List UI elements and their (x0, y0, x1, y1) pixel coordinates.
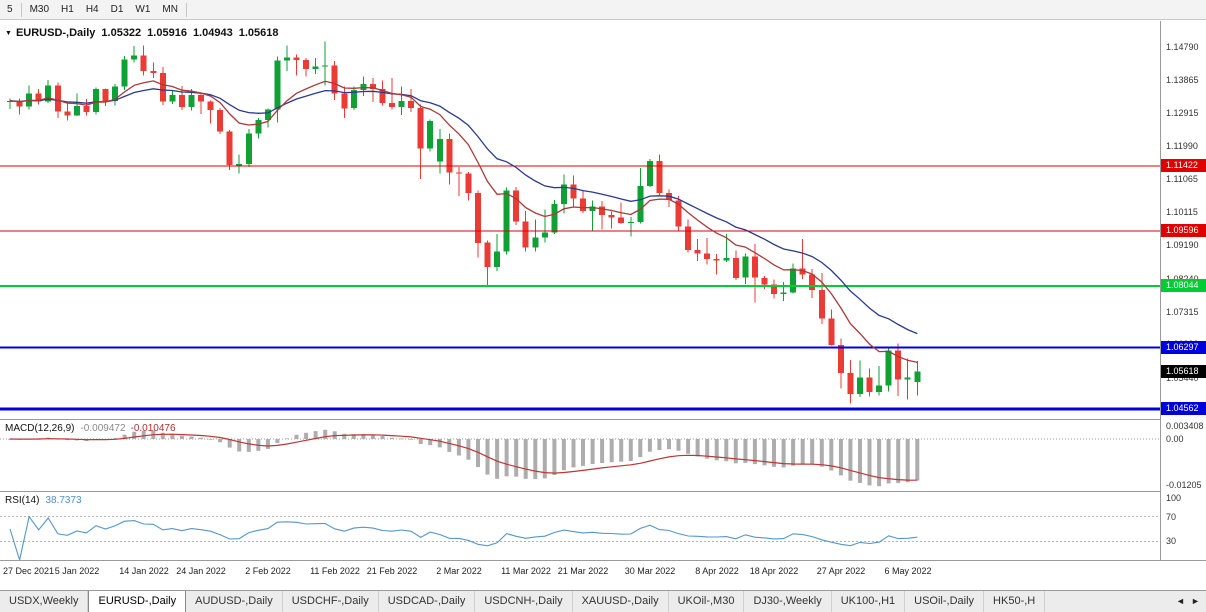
level-price-tag: 1.08044 (1161, 279, 1206, 292)
ohlc-open: 1.05322 (101, 27, 142, 39)
tabs-scroll-right-button[interactable]: ► (1191, 596, 1200, 606)
rsi-indicator-chart[interactable] (0, 492, 1160, 560)
price-axis-label: 1.11065 (1166, 174, 1198, 184)
chart-tab-eurusd-daily[interactable]: EURUSD-,Daily (88, 591, 187, 612)
chart-tab-usdcnh-daily[interactable]: USDCNH-,Daily (475, 591, 573, 612)
price-axis-label: 1.13865 (1166, 75, 1199, 85)
date-axis-label: 5 Jan 2022 (54, 566, 100, 576)
tabs-scroll-left-button[interactable]: ◄ (1176, 596, 1185, 606)
chart-tab-uk100-h1[interactable]: UK100-,H1 (831, 591, 906, 612)
price-axis-label: 1.14790 (1166, 42, 1199, 52)
price-axis-label: 1.07315 (1166, 307, 1199, 317)
date-axis[interactable]: 27 Dec 2021 5 Jan 2022 14 Jan 2022 24 Jan 2… (0, 561, 1160, 590)
rsi-axis-label: 30 (1166, 536, 1177, 546)
date-axis-label: 18 Apr 2022 (749, 566, 799, 576)
current-price-tag: 1.05618 (1161, 365, 1206, 378)
chart-tab-usdx-weekly[interactable]: USDX,Weekly (0, 591, 89, 612)
toolbar-separator (20, 2, 22, 17)
ohlc-low: 1.04943 (192, 27, 233, 39)
date-axis-label: 11 Mar 2022 (501, 566, 551, 576)
date-axis-label: 11 Feb 2022 (310, 566, 360, 576)
chart-tab-ukoil-m30[interactable]: UKOil-,M30 (668, 591, 745, 612)
ma-fast-line (9, 80, 918, 364)
timeframe-toolbar: 5 M30 H1 H4 D1 W1 MN (0, 0, 1206, 20)
chart-title: ▼ EURUSD-,Daily 1.05322 1.05916 1.04943 … (5, 27, 278, 39)
timeframe-button-mn[interactable]: MN (162, 3, 178, 15)
ohlc-high: 1.05916 (147, 27, 187, 39)
ohlc-close: 1.05618 (238, 27, 279, 39)
chart-tab-usdchf-daily[interactable]: USDCHF-,Daily (282, 591, 379, 612)
price-axis-label: 1.05440 (1166, 373, 1199, 383)
rsi-label: RSI(14) 38.7373 (5, 495, 82, 506)
date-axis-label: 24 Jan 2022 (176, 566, 226, 576)
macd-signal-line (9, 433, 918, 481)
chart-tab-xauusd-daily[interactable]: XAUUSD-,Daily (572, 591, 669, 612)
date-axis-label: 21 Feb 2022 (366, 566, 418, 576)
macd-axis-label: 0.003408 (1166, 421, 1204, 431)
timeframe-button-h4[interactable]: H4 (85, 3, 99, 15)
macd-label: MACD(12,26,9) -0.009472 -0.010476 (5, 423, 176, 434)
level-price-tag: 1.04562 (1161, 402, 1206, 415)
date-axis-label: 21 Mar 2022 (557, 566, 609, 576)
macd-axis-label: 0.00 (1166, 434, 1184, 444)
chart-tab-usdcad-daily[interactable]: USDCAD-,Daily (378, 591, 476, 612)
tab-scroll-controls: ◄ ► (1170, 591, 1206, 612)
date-axis-label: 2 Mar 2022 (436, 566, 482, 576)
chart-tab-hk50-h[interactable]: HK50-,H (984, 591, 1046, 612)
timeframe-button-d1[interactable]: D1 (110, 3, 124, 15)
macd-signal-value: -0.010476 (130, 423, 176, 434)
rsi-name: RSI(14) (5, 495, 40, 506)
chart-symbol-period: EURUSD-,Daily (15, 27, 96, 39)
panel-divider[interactable] (0, 491, 1206, 492)
rsi-axis-label: 100 (1166, 493, 1182, 503)
panel-divider (0, 560, 1206, 561)
timeframe-button-m30[interactable]: M30 (29, 3, 50, 15)
chart-tab-audusd-daily[interactable]: AUDUSD-,Daily (186, 591, 283, 612)
candles (7, 41, 921, 404)
date-axis-label: 27 Dec 2021 (3, 566, 55, 576)
date-axis-label: 30 Mar 2022 (624, 566, 676, 576)
macd-axis-label: -0.01205 (1166, 480, 1202, 490)
level-price-tag: 1.11422 (1161, 159, 1206, 172)
date-axis-label: 6 May 2022 (884, 566, 932, 576)
timeframe-button-5[interactable]: 5 (7, 3, 13, 15)
rsi-axis-label: 70 (1166, 512, 1177, 522)
chart-tabs-bar: USDX,Weekly EURUSD-,Daily AUDUSD-,Daily USD… (0, 590, 1206, 612)
chart-tab-usoil-daily[interactable]: USOil-,Daily (905, 591, 985, 612)
panel-divider[interactable] (0, 419, 1206, 420)
horizontal-level-lines[interactable] (0, 165, 1160, 411)
date-axis-label: 14 Jan 2022 (119, 566, 169, 576)
level-price-tag: 1.09596 (1161, 224, 1206, 237)
price-axis-label: 1.11990 (1166, 141, 1198, 151)
macd-indicator-chart[interactable] (0, 420, 1160, 491)
price-axis-label: 1.10115 (1166, 207, 1198, 217)
date-axis-label: 8 Apr 2022 (695, 566, 739, 576)
timeframe-button-w1[interactable]: W1 (135, 3, 151, 15)
price-axis-label: 1.09190 (1166, 240, 1199, 250)
toolbar-separator (185, 2, 187, 17)
date-axis-label: 27 Apr 2022 (816, 566, 866, 576)
date-axis-label: 2 Feb 2022 (245, 566, 291, 576)
chart-tabs: USDX,Weekly EURUSD-,Daily AUDUSD-,Daily USD… (0, 591, 1170, 612)
chevron-down-icon: ▼ (5, 29, 12, 37)
timeframe-button-h1[interactable]: H1 (61, 3, 74, 15)
price-axis[interactable]: 1.14790 1.13865 1.12915 1.11990 1.11065 1.101… (1160, 21, 1206, 560)
macd-histogram (8, 429, 920, 487)
macd-main-value: -0.009472 (80, 423, 126, 434)
macd-name: MACD(12,26,9) (5, 423, 75, 434)
chart-region: ▼ EURUSD-,Daily 1.05322 1.05916 1.04943 … (0, 21, 1206, 590)
ma-slow-line (9, 88, 918, 335)
rsi-value: 38.7373 (45, 495, 82, 506)
price-axis-label: 1.12915 (1166, 108, 1199, 118)
rsi-line (9, 515, 918, 560)
candlestick-chart[interactable] (0, 21, 1160, 419)
chart-tab-dj30-weekly[interactable]: DJ30-,Weekly (744, 591, 832, 612)
level-price-tag: 1.06297 (1161, 341, 1206, 354)
